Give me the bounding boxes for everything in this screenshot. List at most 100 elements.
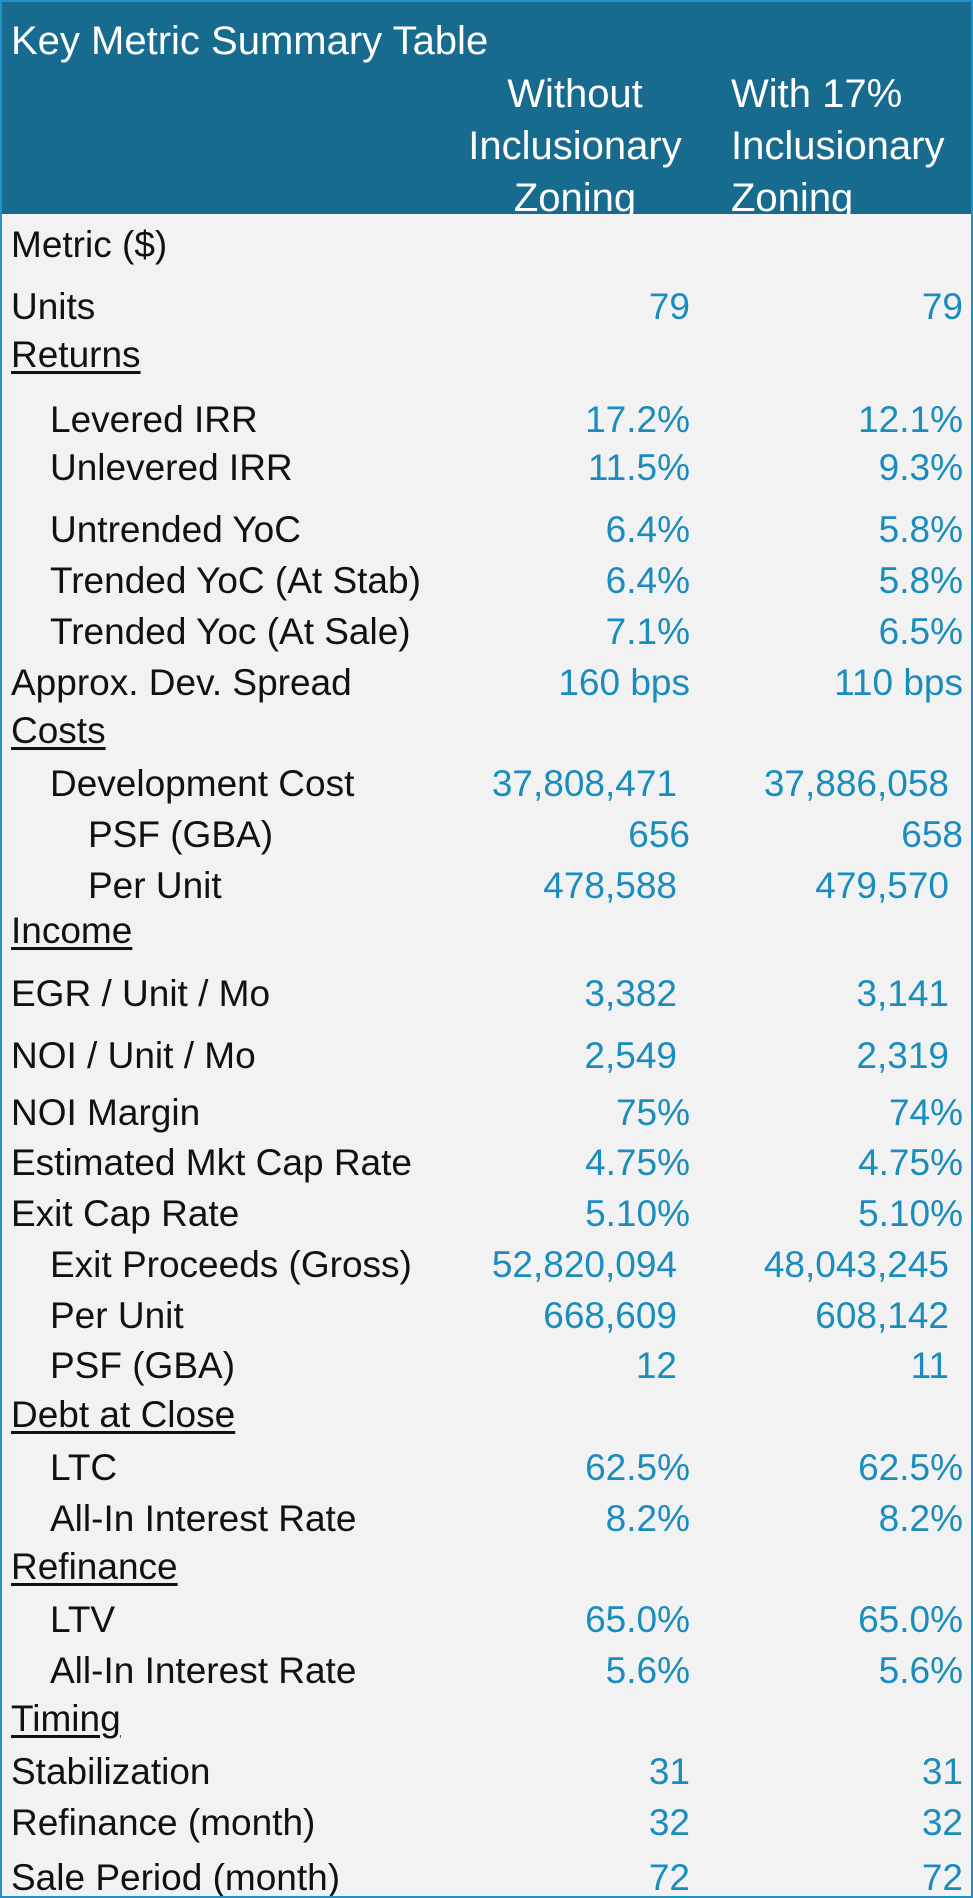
value-without-iz: 6.4% bbox=[605, 509, 690, 550]
column-header-without-iz: Without Inclusionary Zoning bbox=[468, 72, 682, 214]
row-label: Development Cost bbox=[50, 763, 355, 804]
value-with-iz: 12.1% bbox=[858, 399, 963, 440]
row-label: PSF (GBA) bbox=[88, 814, 274, 855]
column-header-with-iz: With 17% Inclusionary Zoning bbox=[731, 72, 945, 214]
row-label: All-In Interest Rate bbox=[50, 1498, 357, 1539]
value-without-iz: 62.5% bbox=[585, 1447, 690, 1488]
value-without-iz: 17.2% bbox=[585, 399, 690, 440]
row-label: Sale Period (month) bbox=[11, 1857, 341, 1898]
row-label: All-In Interest Rate bbox=[50, 1650, 357, 1691]
row-refi-interest-rate: All-In Interest Rate 5.6% 5.6% bbox=[2, 1646, 971, 1696]
row-trended-yoc-stab: Trended YoC (At Stab) 6.4% 5.8% bbox=[2, 556, 971, 606]
row-label: NOI / Unit / Mo bbox=[11, 1035, 256, 1076]
section-heading: Timing bbox=[11, 1698, 121, 1739]
row-noi-unit-mo: NOI / Unit / Mo 2,549 2,319 bbox=[2, 1031, 971, 1081]
value-with-iz: 5.8% bbox=[878, 509, 963, 550]
value-without-iz: 478,588 bbox=[543, 865, 677, 906]
row-label: Stabilization bbox=[11, 1751, 211, 1792]
value-without-iz: 6.4% bbox=[605, 560, 690, 601]
table-title: Key Metric Summary Table bbox=[11, 19, 489, 63]
value-without-iz: 2,549 bbox=[584, 1035, 677, 1076]
value-with-iz: 6.5% bbox=[878, 611, 963, 652]
section-debt-at-close: Debt at Close bbox=[2, 1390, 971, 1440]
row-label: Refinance (month) bbox=[11, 1802, 316, 1843]
row-cost-per-unit: Per Unit 478,588 479,570 bbox=[2, 861, 971, 911]
value-without-iz: 52,820,094 bbox=[491, 1244, 677, 1285]
value-with-iz: 4.75% bbox=[858, 1142, 963, 1183]
row-exit-psf: PSF (GBA) 12 11 bbox=[2, 1341, 971, 1391]
value-with-iz: 110 bps bbox=[834, 662, 963, 703]
value-with-iz: 608,142 bbox=[815, 1295, 949, 1336]
row-label: Unlevered IRR bbox=[50, 447, 293, 488]
value-with-iz: 32 bbox=[921, 1802, 963, 1843]
section-refinance: Refinance bbox=[2, 1542, 971, 1592]
row-label: Metric ($) bbox=[11, 224, 168, 265]
row-label: Units bbox=[11, 286, 96, 327]
row-label: NOI Margin bbox=[11, 1092, 201, 1133]
value-with-iz: 37,886,058 bbox=[763, 763, 949, 804]
section-heading: Costs bbox=[11, 710, 106, 751]
row-metric-header: Metric ($) bbox=[2, 220, 971, 270]
section-heading: Debt at Close bbox=[11, 1394, 236, 1435]
value-with-iz: 2,319 bbox=[856, 1035, 949, 1076]
value-with-iz: 658 bbox=[901, 814, 963, 855]
row-levered-irr: Levered IRR 17.2% 12.1% bbox=[2, 395, 971, 445]
section-costs: Costs bbox=[2, 706, 971, 756]
value-with-iz: 11 bbox=[910, 1345, 949, 1386]
section-income: Income bbox=[2, 906, 971, 956]
row-label: Trended YoC (At Stab) bbox=[50, 560, 421, 601]
section-heading: Returns bbox=[11, 334, 141, 375]
value-with-iz: 3,141 bbox=[856, 973, 949, 1014]
row-cost-psf: PSF (GBA) 656 658 bbox=[2, 810, 971, 860]
section-timing: Timing bbox=[2, 1694, 971, 1744]
value-without-iz: 160 bps bbox=[558, 662, 690, 703]
row-sale-period: Sale Period (month) 72 72 bbox=[2, 1853, 971, 1898]
value-with-iz: 5.10% bbox=[858, 1193, 963, 1234]
row-trended-yoc-sale: Trended Yoc (At Sale) 7.1% 6.5% bbox=[2, 607, 971, 657]
row-untrended-yoc: Untrended YoC 6.4% 5.8% bbox=[2, 505, 971, 555]
value-with-iz: 72 bbox=[921, 1857, 963, 1898]
row-ltv: LTV 65.0% 65.0% bbox=[2, 1595, 971, 1645]
row-noi-margin: NOI Margin 75% 74% bbox=[2, 1088, 971, 1138]
value-with-iz: 48,043,245 bbox=[763, 1244, 949, 1285]
row-development-cost: Development Cost 37,808,471 37,886,058 bbox=[2, 759, 971, 809]
row-dev-spread: Approx. Dev. Spread 160 bps 110 bps bbox=[2, 658, 971, 708]
value-without-iz: 4.75% bbox=[585, 1142, 690, 1183]
row-label: LTV bbox=[50, 1599, 116, 1640]
row-refinance-month: Refinance (month) 32 32 bbox=[2, 1798, 971, 1848]
value-without-iz: 8.2% bbox=[605, 1498, 690, 1539]
value-without-iz: 5.10% bbox=[585, 1193, 690, 1234]
row-label: Exit Cap Rate bbox=[11, 1193, 240, 1234]
value-with-iz: 65.0% bbox=[858, 1599, 963, 1640]
row-stabilization: Stabilization 31 31 bbox=[2, 1747, 971, 1797]
value-without-iz: 5.6% bbox=[605, 1650, 690, 1691]
value-with-iz: 8.2% bbox=[878, 1498, 963, 1539]
row-label: Per Unit bbox=[88, 865, 222, 906]
row-mkt-cap-rate: Estimated Mkt Cap Rate 4.75% 4.75% bbox=[2, 1138, 971, 1188]
row-label: Levered IRR bbox=[50, 399, 258, 440]
value-without-iz: 79 bbox=[648, 286, 690, 327]
value-without-iz: 3,382 bbox=[584, 973, 677, 1014]
value-without-iz: 7.1% bbox=[605, 611, 690, 652]
value-with-iz: 62.5% bbox=[858, 1447, 963, 1488]
row-label: LTC bbox=[50, 1447, 118, 1488]
value-without-iz: 11.5% bbox=[587, 447, 690, 488]
section-heading: Refinance bbox=[11, 1546, 178, 1587]
value-with-iz: 5.6% bbox=[878, 1650, 963, 1691]
value-without-iz: 37,808,471 bbox=[491, 763, 677, 804]
row-close-interest-rate: All-In Interest Rate 8.2% 8.2% bbox=[2, 1494, 971, 1544]
row-label: PSF (GBA) bbox=[50, 1345, 236, 1386]
row-units: Units 79 79 bbox=[2, 282, 971, 332]
value-with-iz: 74% bbox=[888, 1092, 963, 1133]
value-with-iz: 9.3% bbox=[878, 447, 963, 488]
value-with-iz: 79 bbox=[921, 286, 963, 327]
row-egr-unit-mo: EGR / Unit / Mo 3,382 3,141 bbox=[2, 969, 971, 1019]
row-label: Estimated Mkt Cap Rate bbox=[11, 1142, 412, 1183]
row-ltc: LTC 62.5% 62.5% bbox=[2, 1443, 971, 1493]
value-without-iz: 12 bbox=[635, 1345, 677, 1386]
row-unlevered-irr: Unlevered IRR 11.5% 9.3% bbox=[2, 443, 971, 493]
value-without-iz: 656 bbox=[628, 814, 690, 855]
row-label: Per Unit bbox=[50, 1295, 184, 1336]
section-returns: Returns bbox=[2, 330, 971, 380]
